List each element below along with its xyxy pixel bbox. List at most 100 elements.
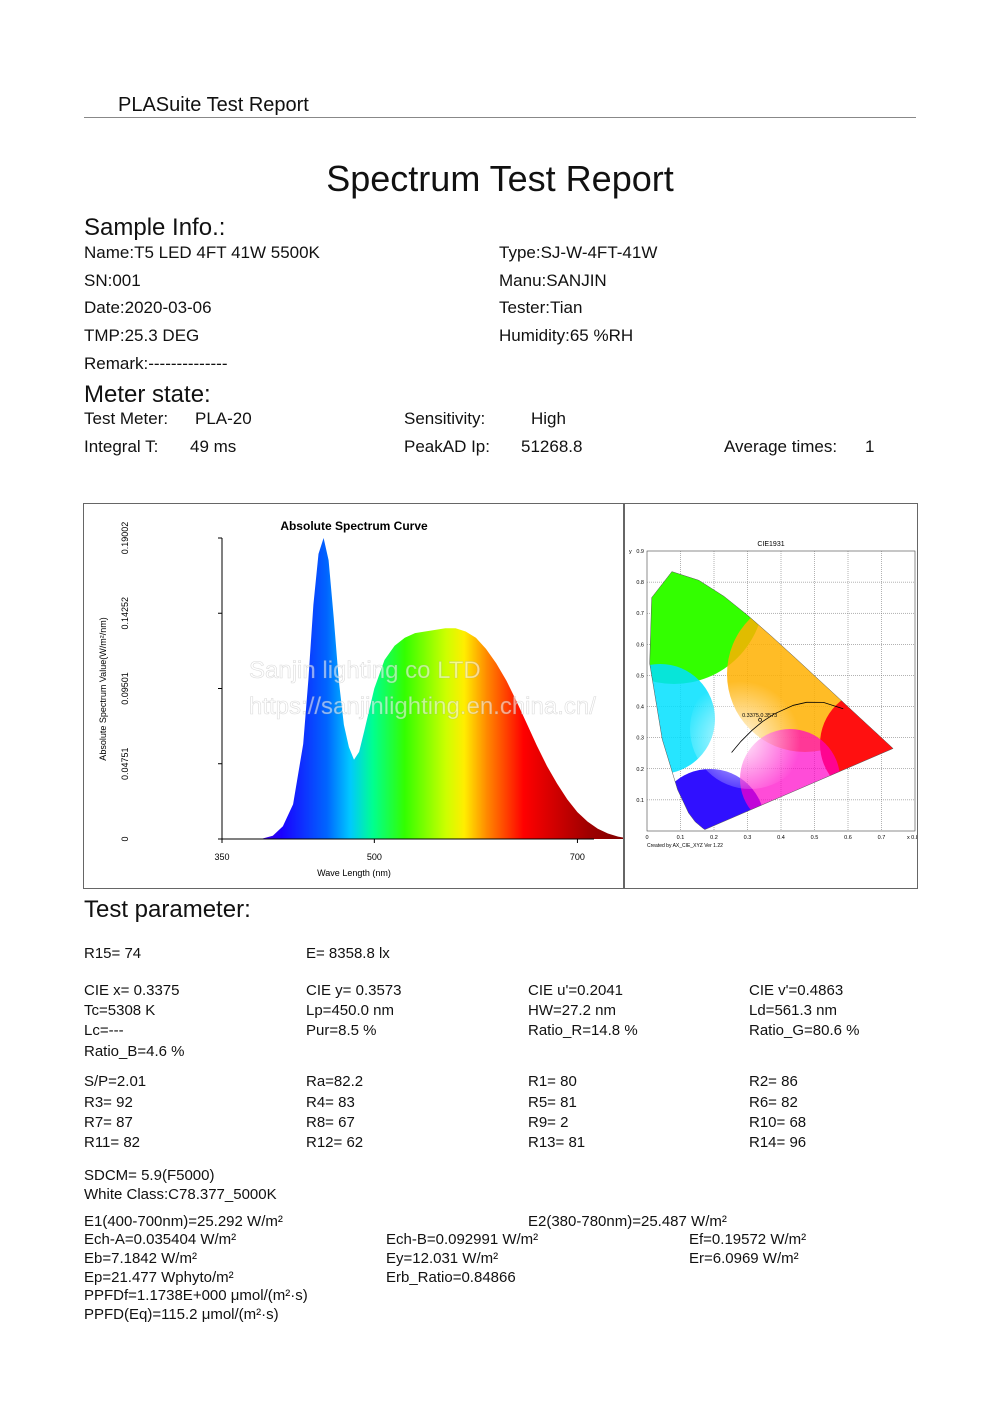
param-ratio-r: Ratio_R=14.8 %: [528, 1022, 638, 1039]
param-cie-x: CIE x= 0.3375: [84, 982, 180, 999]
cie-footer: Created by AX_CIE_XYZ Ver 1.22: [647, 843, 723, 849]
watermark-line-2: https://sanjinlighting.en.china.cn/: [249, 693, 596, 720]
sample-type: Type:SJ-W-4FT-41W: [499, 243, 658, 262]
sample-remark: Remark:--------------: [84, 354, 228, 373]
cie-x-tick-label: 0.1: [677, 835, 685, 841]
param-r3: R3= 92: [84, 1094, 133, 1111]
sample-humidity: Humidity:65 %RH: [499, 326, 634, 345]
param-r10: R10= 68: [749, 1114, 807, 1131]
param-ratio-g: Ratio_G=80.6 %: [749, 1022, 860, 1039]
param-e: E= 8358.8 lx: [306, 945, 390, 962]
param-r1: R1= 80: [528, 1073, 577, 1090]
cie-x-tick-label: 0: [645, 835, 648, 841]
cie-x-tick-label: 0.4: [777, 835, 785, 841]
param-ech-a: Ech-A=0.035404 W/m²: [84, 1231, 237, 1248]
param-ratio-b: Ratio_B=4.6 %: [84, 1043, 185, 1060]
param-r14: R14= 96: [749, 1134, 807, 1151]
param-erb-ratio: Erb_Ratio=0.84866: [386, 1269, 516, 1286]
cie-x-tick-label: 0.3: [744, 835, 752, 841]
spectrum-x-tick-label: 350: [214, 852, 229, 862]
page-title: Spectrum Test Report: [326, 158, 674, 199]
param-r15: R15= 74: [84, 945, 142, 962]
cie-point-marker: [758, 718, 762, 722]
param-sdcm: SDCM= 5.9(F5000): [84, 1167, 215, 1184]
param-r6: R6= 82: [749, 1094, 798, 1111]
cie-y-tick-label: 0.2: [636, 767, 644, 773]
spectrum-y-tick-label: 0.14252: [120, 597, 130, 630]
param-ef: Ef=0.19572 W/m²: [689, 1231, 807, 1248]
param-ppfdf: PPFDf=1.1738E+000 μmol/(m²·s): [84, 1287, 308, 1304]
report-suite-header: PLASuite Test Report: [118, 94, 309, 116]
cie-x-tick-label: 0.8: [911, 835, 917, 841]
cie-y-tick-label: 0.6: [636, 642, 644, 648]
spectrum-chart-title: Absolute Spectrum Curve: [280, 519, 428, 533]
param-lp: Lp=450.0 nm: [306, 1002, 394, 1019]
spectrum-chart-panel: Absolute Spectrum Curve 35050070080000.0…: [83, 503, 687, 889]
param-ey: Ey=12.031 W/m²: [386, 1250, 499, 1267]
param-sp: S/P=2.01: [84, 1073, 147, 1090]
integral-t-label: Integral T:: [84, 437, 159, 456]
cie-y-tick-label: 0.7: [636, 611, 644, 617]
param-ep: Ep=21.477 Wphyto/m²: [84, 1269, 234, 1286]
cie-point-label: 0.3375,0.3573: [742, 713, 777, 719]
param-r8: R8= 67: [306, 1114, 355, 1131]
watermark-line-1: Sanjin lighting co LTD: [249, 657, 481, 684]
cie-chart-title: CIE1931: [757, 541, 784, 548]
average-times-value: 1: [865, 437, 875, 456]
param-lc: Lc=---: [84, 1022, 124, 1039]
integral-t-value: 49 ms: [190, 437, 237, 456]
cie-x-tick-label: 0.7: [878, 835, 886, 841]
sample-tmp: TMP:25.3 DEG: [84, 326, 200, 345]
cie-x-tick-label: 0.6: [844, 835, 852, 841]
sample-sn: SN:001: [84, 271, 141, 290]
spectrum-y-tick-label: 0.04751: [120, 747, 130, 780]
param-cie-u: CIE u'=0.2041: [528, 982, 624, 999]
param-tc: Tc=5308 K: [84, 1002, 156, 1019]
peakad-value: 51268.8: [521, 437, 583, 456]
param-er: Er=6.0969 W/m²: [689, 1250, 799, 1267]
cie-y-tick-label: 0.8: [636, 580, 644, 586]
param-e2: E2(380-780nm)=25.487 W/m²: [528, 1213, 727, 1230]
param-pur: Pur=8.5 %: [306, 1022, 377, 1039]
sample-date: Date:2020-03-06: [84, 298, 212, 317]
param-r13: R13= 81: [528, 1134, 586, 1151]
param-r4: R4= 83: [306, 1094, 355, 1111]
cie-spectral-locus: [649, 571, 894, 830]
header-divider: [84, 117, 916, 118]
cie-y-tick-label: 0.3: [636, 736, 644, 742]
sample-tester: Tester:Tian: [499, 298, 583, 317]
sample-manu: Manu:SANJIN: [499, 271, 607, 290]
cie-x-tick-label: 0.2: [710, 835, 718, 841]
test-parameter-heading: Test parameter:: [84, 896, 251, 923]
spectrum-y-tick-label: 0.19002: [120, 522, 130, 555]
param-eb: Eb=7.1842 W/m²: [84, 1250, 197, 1267]
param-hw: HW=27.2 nm: [528, 1002, 616, 1019]
cie-chart-panel: CIE1931 0.3375,0.3573 0 0.1 0.2 0.3 0.4 0.5 0.…: [624, 503, 919, 889]
param-cie-v: CIE v'=0.4863: [749, 982, 844, 999]
sample-info-heading: Sample Info.:: [84, 214, 226, 241]
spectrum-x-tick-label: 500: [367, 852, 382, 862]
spectrum-y-tick-label: 0.09501: [120, 672, 130, 705]
peakad-label: PeakAD Ip:: [404, 437, 490, 456]
sensitivity-label: Sensitivity:: [404, 409, 486, 428]
param-r7: R7= 87: [84, 1114, 133, 1131]
spectrum-y-axis-label: Absolute Spectrum Value(W/m²/nm): [98, 617, 108, 760]
param-r2: R2= 86: [749, 1073, 798, 1090]
sample-name: Name:T5 LED 4FT 41W 5500K: [84, 243, 320, 262]
cie-chart: CIE1931 0.3375,0.3573 0 0.1 0.2 0.3 0.4 0.5 0.…: [629, 541, 919, 849]
spectrum-curve-area: [222, 538, 679, 839]
param-r9: R9= 2: [528, 1114, 569, 1131]
cie-x-axis-label: x: [907, 835, 910, 841]
test-meter-label: Test Meter:: [84, 409, 169, 428]
cie-y-tick-label: 0.5: [636, 673, 644, 679]
cie-x-tick-label: 0.5: [811, 835, 819, 841]
test-meter-value: PLA-20: [195, 409, 252, 428]
param-ppfd-eq: PPFD(Eq)=115.2 μmol/(m²·s): [84, 1306, 279, 1323]
spectrum-x-tick-label: 700: [570, 852, 585, 862]
cie-y-tick-label: 0.9: [636, 549, 644, 555]
spectrum-x-axis-label: Wave Length (nm): [317, 868, 391, 878]
average-times-label: Average times:: [724, 437, 838, 456]
param-ra: Ra=82.2: [306, 1073, 364, 1090]
sensitivity-value: High: [531, 409, 566, 428]
meter-state-heading: Meter state:: [84, 381, 211, 408]
